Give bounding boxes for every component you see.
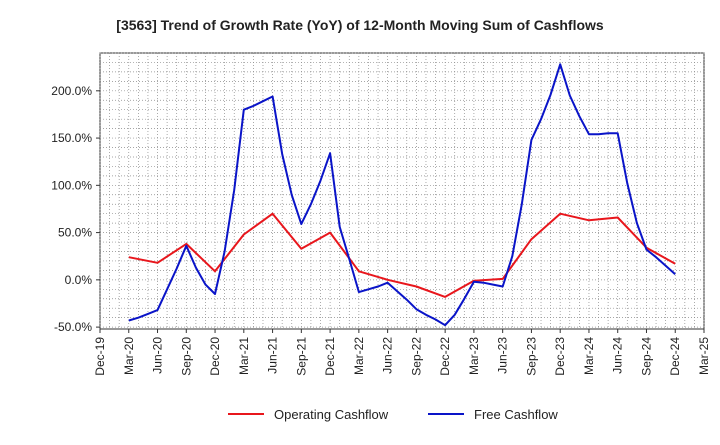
x-tick-label: Sep-21 xyxy=(294,337,308,376)
chart-title: [3563] Trend of Growth Rate (YoY) of 12-… xyxy=(116,17,604,33)
series-line-free-cashflow xyxy=(128,63,676,327)
legend-label-free-cashflow: Free Cashflow xyxy=(474,407,558,422)
x-tick-label: Mar-24 xyxy=(582,337,596,375)
y-tick-label: -50.0% xyxy=(54,320,92,334)
x-tick-label: Jun-22 xyxy=(381,337,395,374)
series-line-operating-cashflow xyxy=(128,212,676,298)
x-tick-label: Sep-24 xyxy=(639,337,653,376)
x-tick-label: Mar-23 xyxy=(467,337,481,375)
y-tick-label: 50.0% xyxy=(58,226,92,240)
series-lines xyxy=(128,63,676,327)
x-tick-label: Jun-23 xyxy=(496,337,510,374)
x-tick-label: Dec-21 xyxy=(323,337,337,376)
x-tick-label: Mar-22 xyxy=(352,337,366,375)
x-tick-label: Jun-20 xyxy=(151,337,165,374)
x-tick-label: Mar-25 xyxy=(697,337,711,375)
x-tick-label: Mar-20 xyxy=(122,337,136,375)
plot-area xyxy=(99,52,705,330)
x-tick-label: Dec-19 xyxy=(93,337,107,376)
y-tick-label: 200.0% xyxy=(51,84,92,98)
x-tick-label: Jun-24 xyxy=(611,337,625,374)
x-tick-label: Dec-23 xyxy=(553,337,567,376)
x-tick-label: Dec-22 xyxy=(438,337,452,376)
y-tick-label: 150.0% xyxy=(51,131,92,145)
y-tick-label: 0.0% xyxy=(65,273,93,287)
y-tick-label: 100.0% xyxy=(51,178,92,192)
x-tick-label: Dec-24 xyxy=(668,337,682,376)
axes: Dec-19 Mar-20 Jun-20 Sep-20 Dec-20 Mar-21 Jun-… xyxy=(51,84,711,376)
x-tick-label: Sep-23 xyxy=(524,337,538,376)
legend-label-operating-cashflow: Operating Cashflow xyxy=(274,407,389,422)
x-tick-label: Mar-21 xyxy=(237,337,251,375)
x-tick-label: Jun-21 xyxy=(266,337,280,374)
x-tick-label: Sep-20 xyxy=(179,337,193,376)
x-tick-label: Sep-22 xyxy=(409,337,423,376)
x-tick-label: Dec-20 xyxy=(208,337,222,376)
legend: Operating Cashflow Free Cashflow xyxy=(228,407,558,422)
